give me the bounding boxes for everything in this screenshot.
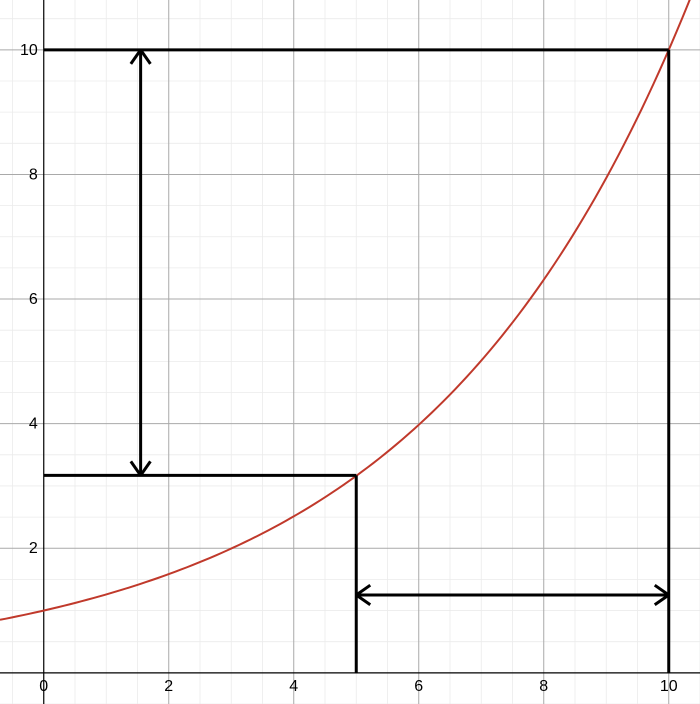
x-tick-label: 6 <box>414 678 423 695</box>
x-tick-label: 10 <box>660 678 678 695</box>
x-tick-label: 8 <box>539 678 548 695</box>
x-tick-label: 4 <box>289 678 298 695</box>
y-tick-label: 10 <box>20 42 38 59</box>
chart-canvas: 0 2 4 6 8 10 2 4 6 8 10 <box>0 0 700 704</box>
y-tick-label: 6 <box>29 291 38 308</box>
chart-background <box>0 0 700 704</box>
y-tick-label: 4 <box>29 416 38 433</box>
y-tick-label: 8 <box>29 166 38 183</box>
x-tick-label: 2 <box>164 678 173 695</box>
y-tick-label: 2 <box>29 540 38 557</box>
x-tick-label: 0 <box>39 678 48 695</box>
